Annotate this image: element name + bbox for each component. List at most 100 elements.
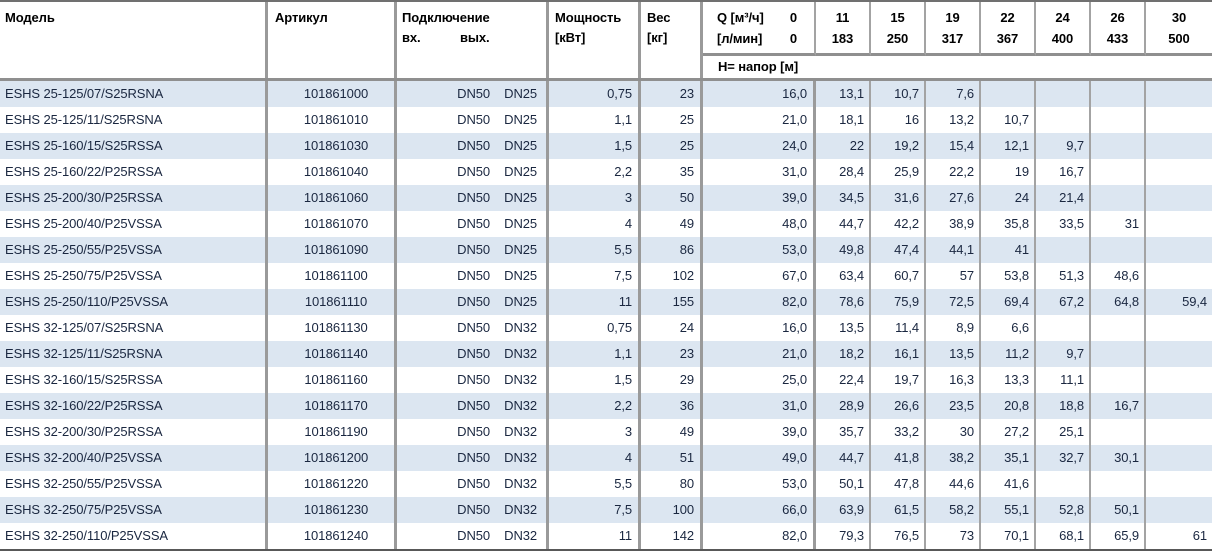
connection-outlet-value: DN25	[504, 268, 537, 283]
weight-cell: 86	[641, 237, 703, 263]
connection-cell: DN50 DN25	[397, 107, 549, 133]
flow-m3h-value: 26	[1110, 10, 1125, 25]
head-value-cell: 75,9	[871, 289, 926, 315]
head-value-cell: 33,2	[871, 419, 926, 445]
power-cell: 2,2	[549, 159, 641, 185]
flow-lmin-value: 317	[941, 31, 964, 46]
head-value-cell: 35,8	[981, 211, 1036, 237]
head-value-cell	[1091, 107, 1146, 133]
article-cell: 101861190	[268, 419, 397, 445]
col-header-flow: 22 367	[981, 2, 1036, 56]
head-value-cell: 58,2	[926, 497, 981, 523]
head-value-cell: 21,0	[703, 341, 816, 367]
head-value-cell: 68,1	[1036, 523, 1091, 549]
power-cell: 1,5	[549, 367, 641, 393]
article-cell: 101861170	[268, 393, 397, 419]
model-cell: ESHS 32-200/40/P25VSSA	[0, 445, 268, 471]
head-value-cell	[1146, 497, 1212, 523]
head-value-cell	[1146, 471, 1212, 497]
head-value-cell: 78,6	[816, 289, 871, 315]
connection-cell: DN50 DN32	[397, 367, 549, 393]
head-value-cell: 16	[871, 107, 926, 133]
head-value-cell: 42,2	[871, 211, 926, 237]
connection-outlet-value: DN25	[504, 112, 537, 127]
head-value-cell: 13,1	[816, 81, 871, 107]
connection-cell: DN50 DN32	[397, 315, 549, 341]
head-value-cell: 25,1	[1036, 419, 1091, 445]
head-value-cell: 22,2	[926, 159, 981, 185]
head-value-cell	[1036, 81, 1091, 107]
connection-outlet-value: DN32	[504, 528, 537, 543]
head-value-cell: 57	[926, 263, 981, 289]
connection-cell: DN50 DN32	[397, 471, 549, 497]
head-value-cell: 27,6	[926, 185, 981, 211]
head-value-cell	[1146, 211, 1212, 237]
head-value-cell: 26,6	[871, 393, 926, 419]
model-cell: ESHS 32-125/11/S25RSNA	[0, 341, 268, 367]
head-value-cell: 19	[981, 159, 1036, 185]
head-value-cell: 63,9	[816, 497, 871, 523]
connection-outlet-value: DN32	[504, 346, 537, 361]
head-value-cell: 64,8	[1091, 289, 1146, 315]
connection-outlet-value: DN25	[504, 294, 537, 309]
model-cell: ESHS 25-160/15/S25RSSA	[0, 133, 268, 159]
article-cell: 101861030	[268, 133, 397, 159]
power-cell: 7,5	[549, 263, 641, 289]
connection-inlet-value: DN50	[457, 164, 490, 179]
power-cell: 0,75	[549, 315, 641, 341]
flow-m3h-value: 15	[890, 10, 905, 25]
power-unit: [кВт]	[555, 30, 586, 45]
head-value-cell: 41	[981, 237, 1036, 263]
article-cell: 101861240	[268, 523, 397, 549]
article-cell: 101861100	[268, 263, 397, 289]
head-value-cell	[1091, 471, 1146, 497]
head-value-cell: 73	[926, 523, 981, 549]
power-cell: 11	[549, 523, 641, 549]
head-value-cell: 27,2	[981, 419, 1036, 445]
head-value-cell: 53,0	[703, 237, 816, 263]
weight-cell: 155	[641, 289, 703, 315]
head-value-cell: 15,4	[926, 133, 981, 159]
model-cell: ESHS 25-160/22/P25RSSA	[0, 159, 268, 185]
table-row: ESHS 32-250/75/P25VSSA 101861230 DN50 DN…	[0, 497, 1212, 523]
power-cell: 4	[549, 445, 641, 471]
table-row: ESHS 25-250/55/P25VSSA 101861090 DN50 DN…	[0, 237, 1212, 263]
head-value-cell: 41,8	[871, 445, 926, 471]
head-value-cell	[1146, 445, 1212, 471]
connection-cell: DN50 DN25	[397, 263, 549, 289]
weight-cell: 49	[641, 211, 703, 237]
head-value-cell: 25,0	[703, 367, 816, 393]
flow-lmin-value: 183	[831, 31, 854, 46]
table-row: ESHS 25-125/07/S25RSNA 101861000 DN50 DN…	[0, 81, 1212, 107]
power-cell: 5,5	[549, 471, 641, 497]
power-cell: 11	[549, 289, 641, 315]
power-cell: 5,5	[549, 237, 641, 263]
connection-inlet-value: DN50	[457, 138, 490, 153]
connection-outlet-value: DN32	[504, 476, 537, 491]
head-value-cell: 11,2	[981, 341, 1036, 367]
head-value-cell: 12,1	[981, 133, 1036, 159]
head-value-cell: 8,9	[926, 315, 981, 341]
connection-inlet-value: DN50	[457, 424, 490, 439]
connection-outlet-value: DN32	[504, 450, 537, 465]
connection-label: Подключение	[402, 10, 490, 25]
head-value-cell: 49,0	[703, 445, 816, 471]
weight-label: Вес	[647, 10, 671, 25]
head-value-cell: 82,0	[703, 289, 816, 315]
connection-cell: DN50 DN32	[397, 497, 549, 523]
col-header-article: Артикул	[268, 2, 397, 78]
head-value-cell	[1091, 237, 1146, 263]
connection-outlet-value: DN25	[504, 164, 537, 179]
flow-lmin-value: 250	[886, 31, 909, 46]
connection-cell: DN50 DN32	[397, 445, 549, 471]
connection-cell: DN50 DN32	[397, 523, 549, 549]
col-header-flow: 19 317	[926, 2, 981, 56]
head-value-cell: 31	[1091, 211, 1146, 237]
table-row: ESHS 32-125/07/S25RSNA 101861130 DN50 DN…	[0, 315, 1212, 341]
head-value-cell: 35,1	[981, 445, 1036, 471]
article-cell: 101861010	[268, 107, 397, 133]
head-value-cell: 44,1	[926, 237, 981, 263]
weight-cell: 35	[641, 159, 703, 185]
col-header-flow: 11 183	[816, 2, 871, 56]
head-row-label: Н= напор [м]	[718, 59, 799, 74]
